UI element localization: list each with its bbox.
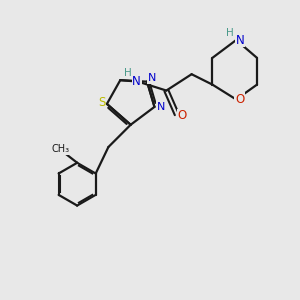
- Text: N: N: [132, 75, 141, 88]
- Text: H: H: [124, 68, 132, 78]
- Text: O: O: [235, 93, 244, 106]
- Text: S: S: [98, 96, 105, 109]
- Text: CH₃: CH₃: [51, 144, 69, 154]
- Text: N: N: [157, 102, 165, 112]
- Text: H: H: [226, 28, 234, 38]
- Text: N: N: [236, 34, 244, 46]
- Text: N: N: [148, 73, 156, 83]
- Text: O: O: [178, 109, 187, 122]
